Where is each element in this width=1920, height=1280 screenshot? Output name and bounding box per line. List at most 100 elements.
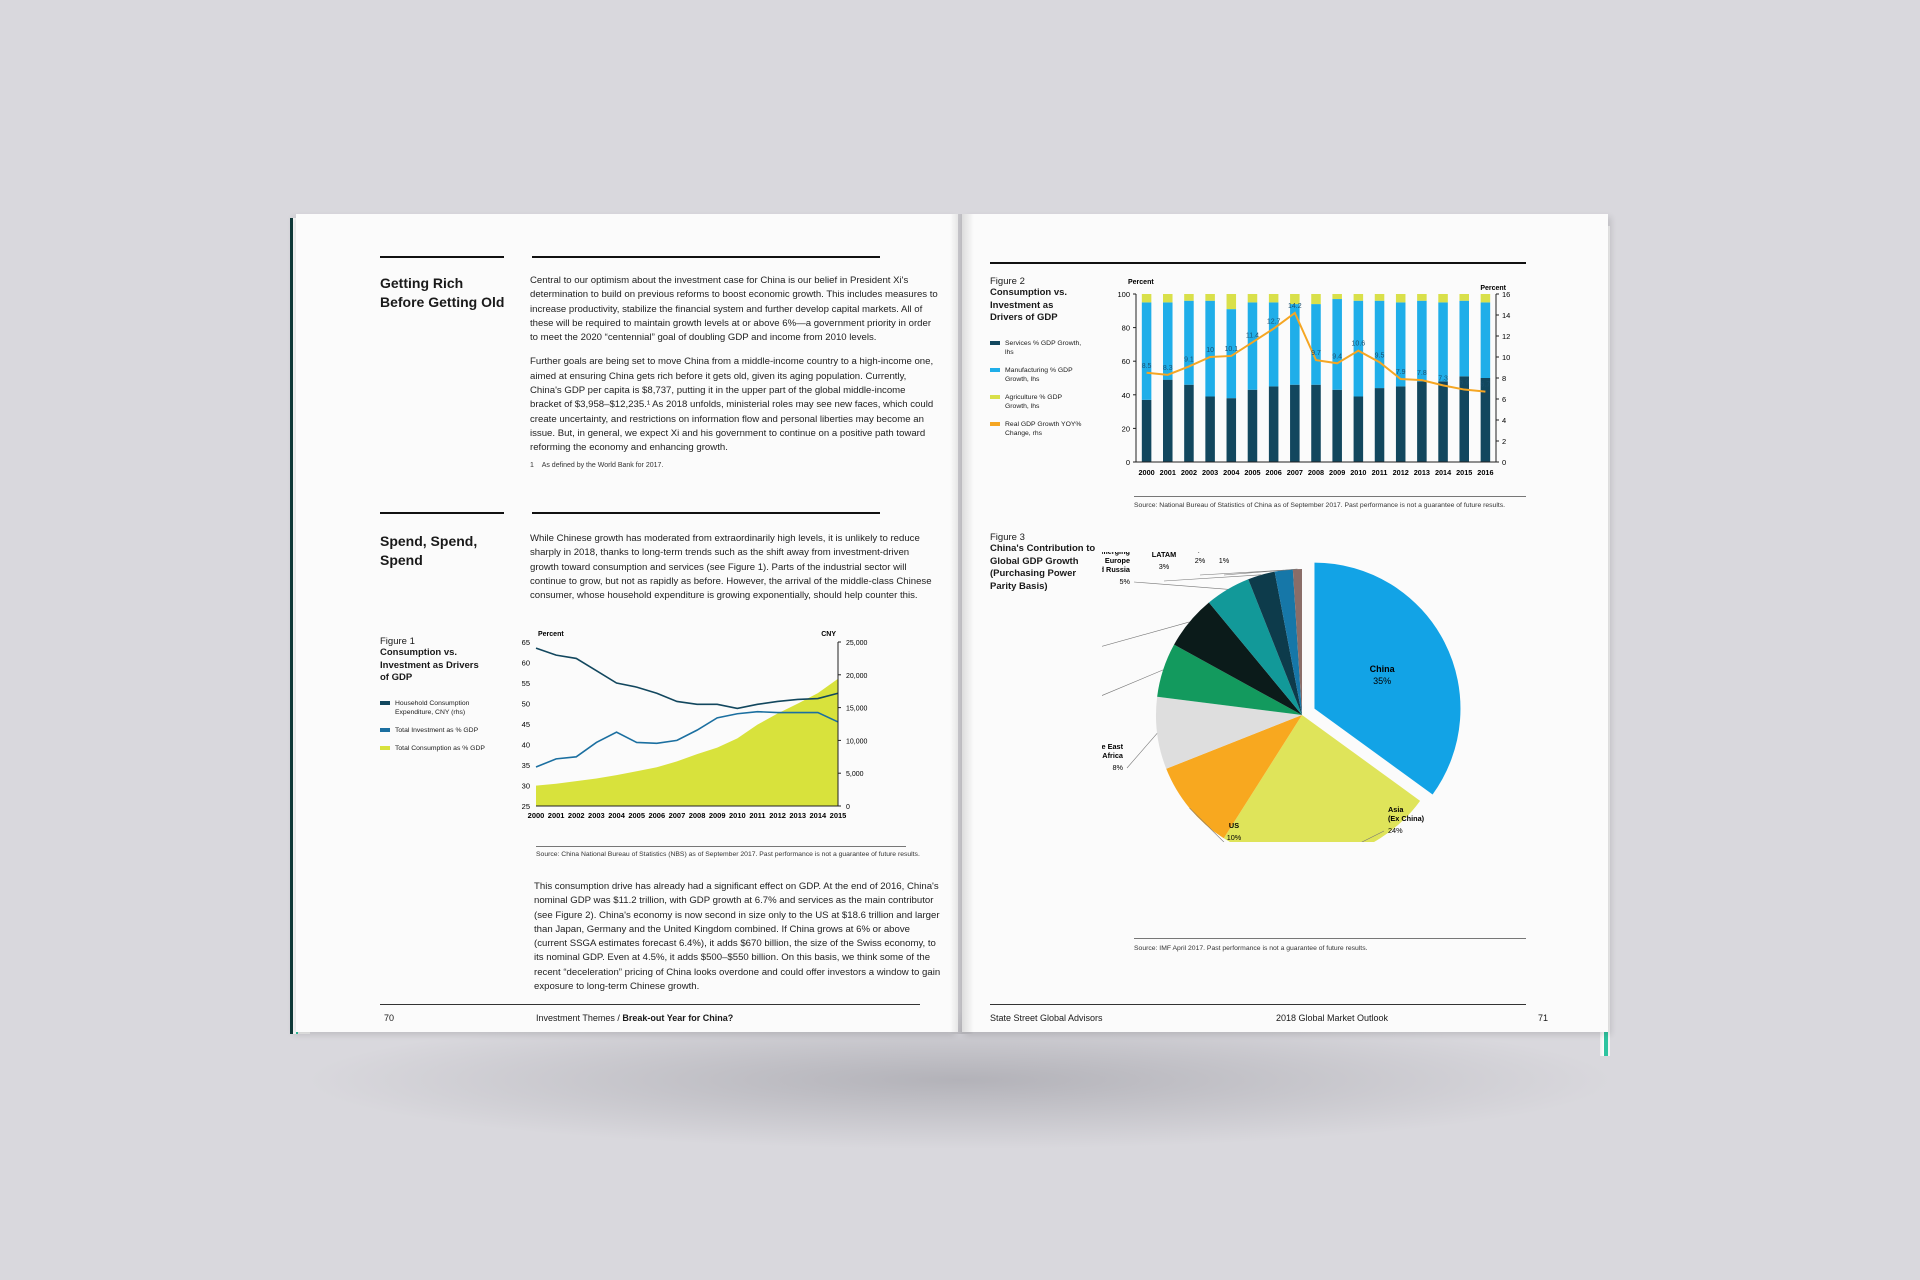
gdp-data-label: 12.7	[1267, 319, 1281, 326]
y-tick-label: 80	[1122, 324, 1130, 333]
x-tick-label: 2006	[648, 811, 665, 820]
y2-tick-label: 12	[1502, 332, 1510, 341]
footnote: 1 As defined by the World Bank for 2017.	[530, 459, 938, 473]
y-tick-label: 45	[522, 720, 530, 729]
bar-segment	[1268, 386, 1279, 462]
x-tick-label: 2011	[1372, 468, 1388, 477]
x-tick-label: 2012	[769, 811, 786, 820]
section2-heading: Spend, Spend, Spend	[380, 533, 478, 568]
footer-rule	[990, 1004, 1526, 1005]
y-tick-label: 40	[1122, 391, 1130, 400]
pie-label-name: US	[1229, 821, 1239, 830]
x-tick-label: 2013	[1414, 468, 1430, 477]
x-tick-label: 2009	[709, 811, 726, 820]
legend-label: Services % GDP Growth, lhs	[1005, 339, 1082, 356]
x-tick-label: 2014	[810, 811, 828, 820]
bar-segment	[1184, 294, 1194, 301]
bar-segment	[1480, 378, 1491, 462]
bar-segment	[1480, 294, 1491, 303]
y-tick-label: 65	[522, 638, 530, 647]
footnote-number: 1	[530, 461, 534, 469]
pie-label-name: Japan	[1189, 552, 1210, 553]
gdp-data-label: 6.9	[1459, 380, 1469, 387]
x-tick-label: 2009	[1329, 468, 1345, 477]
pie-slice	[1223, 715, 1421, 842]
figure2-source-rule	[1134, 496, 1526, 497]
x-tick-label: 2010	[1350, 468, 1366, 477]
right-page: Figure 2 Consumption vs. Investment as D…	[962, 214, 1608, 1032]
x-tick-label: 2015	[1456, 468, 1472, 477]
bar-segment	[1459, 300, 1469, 377]
figure2-legend-item: Agriculture % GDP Growth, lhs	[990, 393, 1085, 411]
gdp-data-label: 11.4	[1246, 332, 1259, 339]
y-tick-label: 35	[522, 761, 530, 770]
bar-segment	[1311, 384, 1321, 462]
section1-para2: Further goals are being set to move Chin…	[530, 356, 934, 454]
section2-body: While Chinese growth has moderated from …	[530, 532, 938, 613]
pie-slice	[1248, 571, 1302, 715]
figure1-legend-item: Household Consumption Expenditure, CNY (…	[380, 699, 490, 717]
gdp-data-label: 6.7	[1481, 382, 1491, 389]
bar-segment	[1141, 294, 1152, 303]
legend-swatch	[990, 340, 1000, 345]
bar-segment	[1226, 309, 1237, 399]
pie-label-value: 8%	[1112, 763, 1123, 772]
figure3-label: Figure 3	[990, 532, 1025, 543]
y2-tick-label: 8	[1502, 374, 1506, 383]
x-tick-label: 2003	[1202, 468, 1218, 477]
bar-segment	[1268, 302, 1279, 387]
bar-segment	[1290, 384, 1300, 462]
publication-title: 2018 Global Market Outlook	[1276, 1013, 1389, 1023]
figure3-source: Source: IMF April 2017. Past performance…	[1134, 945, 1368, 952]
investment-line	[535, 710, 839, 768]
bar-segment	[1184, 384, 1194, 462]
gdp-data-label: 7.9	[1396, 369, 1406, 376]
pie-leader-line	[1126, 733, 1158, 769]
running-title: Investment Themes / Break-out Year for C…	[536, 1013, 733, 1023]
bar-segment	[1268, 294, 1279, 303]
x-tick-label: 2004	[608, 811, 626, 820]
x-tick-label: 2016	[1477, 468, 1493, 477]
x-tick-label: 2002	[1181, 468, 1197, 477]
pie-leader-line	[1223, 568, 1298, 576]
legend-label: Total Consumption as % GDP	[395, 744, 485, 752]
bar-segment	[1417, 294, 1427, 301]
x-tick-label: 2014	[1435, 468, 1452, 477]
bar-segment	[1184, 300, 1194, 385]
y2-axis-label: CNY	[821, 631, 836, 638]
gdp-data-label: 9.4	[1332, 353, 1342, 360]
y2-tick-label: 14	[1502, 311, 1510, 320]
figure2-source: Source: National Bureau of Statistics of…	[1134, 502, 1506, 509]
bar-segment	[1226, 294, 1237, 310]
y2-tick-label: 6	[1502, 395, 1506, 404]
bar-segment	[1163, 379, 1173, 462]
pie-slice	[1156, 696, 1302, 769]
bar-segment	[1395, 302, 1406, 387]
publisher: State Street Global Advisors	[990, 1013, 1103, 1023]
household-consumption-area	[536, 678, 838, 806]
running-section: Investment Themes /	[536, 1013, 623, 1023]
gdp-data-label: 9.7	[1311, 350, 1321, 357]
pie-leader-line	[1199, 569, 1284, 576]
figure3-title: China's Contribution to Global GDP Growt…	[990, 543, 1096, 592]
figure2-title: Consumption vs. Investment as Drivers of…	[990, 287, 1068, 323]
y2-tick-label: 20,000	[846, 673, 868, 680]
legend-swatch	[990, 394, 1000, 399]
figure2-caption: Figure 2 Consumption vs. Investment as D…	[990, 276, 1085, 447]
figure1-chart: Percent CNY 25 30 35 40 45 50 55 60 65 0 5,000 10,000…	[522, 631, 868, 820]
pie-label-name: LATAM	[1152, 552, 1176, 559]
bar-segment	[1395, 386, 1406, 462]
gdp-data-label: 7.3	[1438, 375, 1448, 382]
bar-segment	[1141, 399, 1152, 462]
figure2-legend-item: Services % GDP Growth, lhs	[990, 339, 1085, 357]
bar-segment	[1353, 300, 1364, 397]
bar-segment	[1290, 294, 1300, 305]
figure1-legend: Household Consumption Expenditure, CNY (…	[380, 699, 490, 753]
figure1-source: Source: China National Bureau of Statist…	[536, 851, 920, 858]
figure1-legend-item: Total Investment as % GDP	[380, 726, 490, 735]
figure2-rule	[990, 262, 1526, 264]
bar-segment	[1374, 388, 1385, 462]
pie-label-name: and Russia	[1102, 565, 1131, 574]
pie-leader-line	[1361, 830, 1385, 842]
bar-segment	[1205, 294, 1215, 301]
